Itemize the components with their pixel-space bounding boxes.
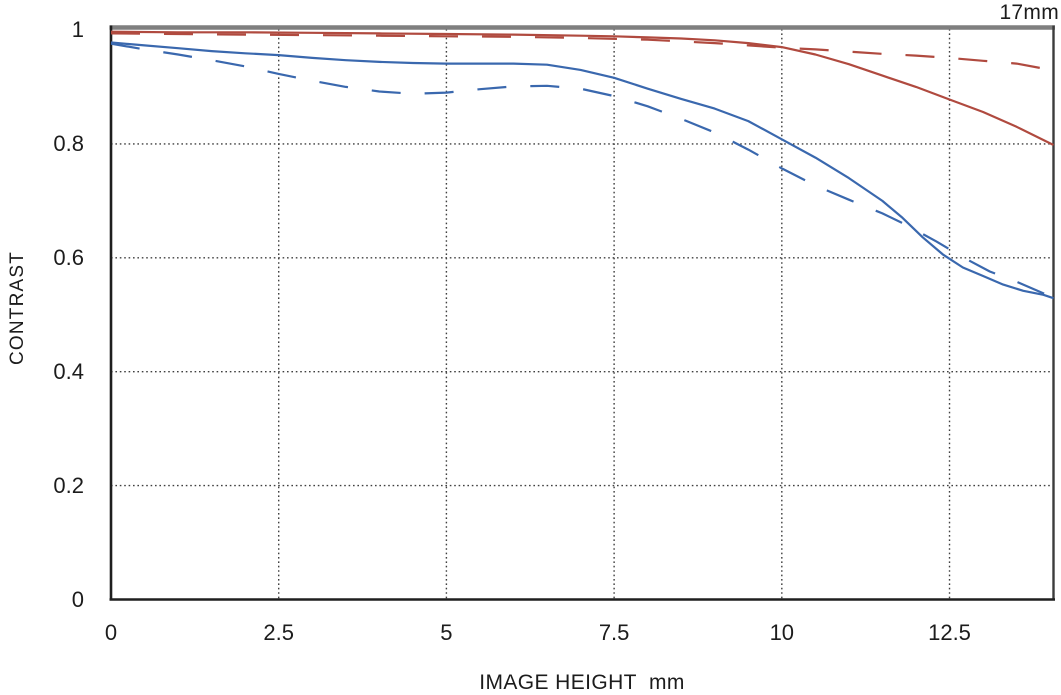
y-tick-label: 0.6 <box>53 244 84 270</box>
y-tick-label: 0 <box>71 586 84 612</box>
y-tick-label: 0.2 <box>53 472 84 498</box>
x-tick-label: 2.5 <box>263 620 294 645</box>
series-blue-dashed <box>110 42 1054 299</box>
focal-length-label: 17mm <box>999 1 1059 24</box>
x-tick-label: 10 <box>769 620 795 645</box>
x-axis-title: IMAGE HEIGHT mm <box>479 671 685 694</box>
x-tick-label: 5 <box>440 620 453 645</box>
x-tick-label: 7.5 <box>598 620 630 645</box>
y-tick-label: 0.8 <box>53 130 84 156</box>
x-tick-label: 0 <box>104 620 118 645</box>
y-tick-label: 0.4 <box>53 358 84 384</box>
x-tick-label: 12.5 <box>928 620 971 645</box>
series-red-dashed <box>110 32 1054 72</box>
series-red-solid <box>110 30 1054 146</box>
series-blue-solid <box>110 41 1054 300</box>
y-tick-label: 1 <box>71 17 84 42</box>
